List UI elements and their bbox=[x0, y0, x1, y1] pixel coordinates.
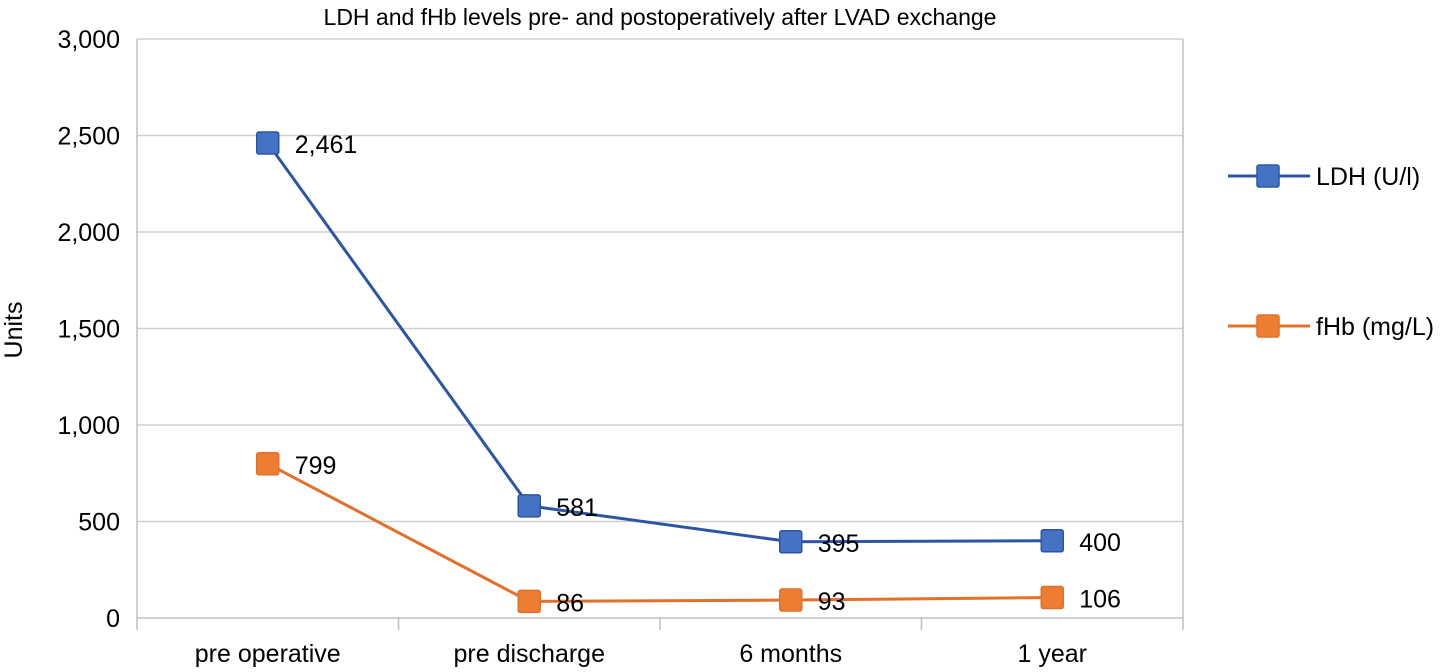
legend-label-0: LDH (U/l) bbox=[1316, 163, 1420, 191]
series-1-marker-3 bbox=[1040, 585, 1064, 610]
y-tick-label-1500: 1,500 bbox=[57, 316, 120, 344]
y-tick-label-0: 0 bbox=[106, 605, 120, 633]
y-tick-label-1000: 1,000 bbox=[57, 412, 120, 440]
series-line-0 bbox=[266, 142, 1053, 544]
legend: LDH (U/l) fHb (mg/L) bbox=[1228, 163, 1434, 341]
legend-label-1: fHb (mg/L) bbox=[1316, 313, 1434, 341]
series-0-marker-1 bbox=[517, 494, 541, 518]
series-1-marker-0 bbox=[256, 452, 280, 476]
plot-area: 0 500 1,000 1,500 2,000 2,500 3,000 pre operati… bbox=[57, 26, 1184, 668]
x-tick-label-1: pre discharge bbox=[454, 640, 605, 668]
chart-title: LDH and fHb levels pre- and postoperativ… bbox=[324, 4, 997, 30]
legend-marker-0 bbox=[1256, 164, 1280, 188]
y-tick-label-2500: 2,500 bbox=[57, 123, 120, 151]
series-1-data-label-3: 106 bbox=[1079, 586, 1121, 614]
series-0-marker-3 bbox=[1040, 529, 1064, 553]
series-1-marker-1 bbox=[517, 589, 541, 614]
series-0-data-label-0: 2,461 bbox=[295, 131, 358, 159]
series-1-data-label-2: 93 bbox=[818, 588, 846, 616]
series-0-marker-0 bbox=[256, 131, 280, 155]
series-0-data-label-1: 581 bbox=[556, 494, 598, 522]
series-0-data-label-2: 395 bbox=[818, 530, 860, 558]
x-tick-label-0: pre operative bbox=[195, 640, 341, 668]
series-0-data-label-3: 400 bbox=[1079, 529, 1121, 557]
legend-marker-1 bbox=[1256, 314, 1280, 338]
y-tick-label-500: 500 bbox=[78, 509, 120, 537]
y-tick-label-2000: 2,000 bbox=[57, 219, 120, 247]
series-1-data-label-1: 86 bbox=[556, 589, 584, 617]
x-tick-label-3: 1 year bbox=[1018, 640, 1087, 668]
series-1-data-label-0: 799 bbox=[295, 452, 337, 480]
y-tick-label-3000: 3,000 bbox=[57, 26, 120, 54]
y-axis-label: Units bbox=[0, 302, 28, 359]
x-tick-label-2: 6 months bbox=[739, 640, 842, 668]
series-0-marker-2 bbox=[779, 530, 803, 554]
series-1-marker-2 bbox=[779, 588, 803, 612]
series-line-1 bbox=[267, 462, 1053, 603]
